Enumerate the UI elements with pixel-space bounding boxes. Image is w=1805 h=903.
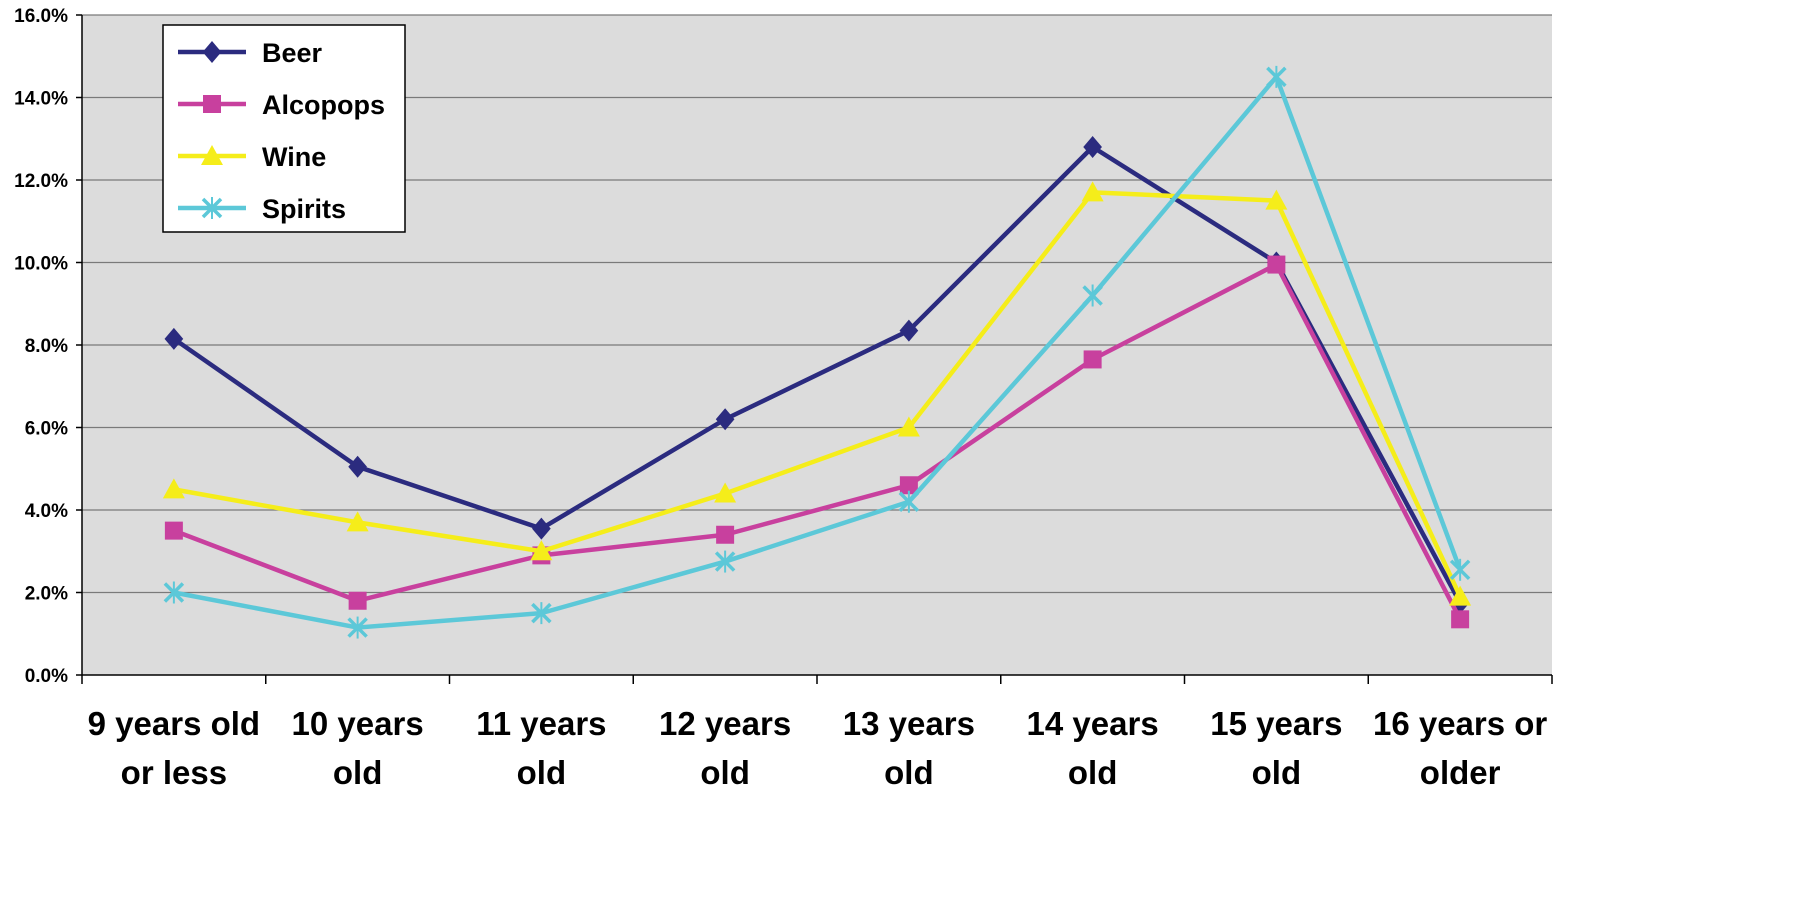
y-tick-label: 8.0%: [25, 336, 68, 357]
y-tick-label: 10.0%: [14, 254, 68, 275]
data-point-x: [201, 197, 223, 219]
series-line: [173, 262, 1463, 621]
legend-entry-beer: Beer: [178, 38, 323, 68]
x-tick-label-line: 11 years: [476, 705, 606, 742]
x-tick-label-line: old: [1068, 754, 1117, 791]
data-point-square: [203, 95, 221, 113]
legend-label: Spirits: [262, 194, 346, 224]
data-point-triangle: [1081, 181, 1104, 202]
x-tick-label: 14 years old: [1027, 705, 1159, 791]
data-point-x: [1266, 65, 1287, 88]
data-point-x: [898, 490, 920, 513]
data-point-square: [1083, 350, 1102, 369]
data-point-square: [899, 476, 918, 495]
y-tick-label: 6.0%: [25, 419, 68, 440]
y-tick-label: 14.0%: [14, 89, 68, 110]
x-tick-label-line: 15 years: [1210, 705, 1342, 742]
legend-box: [162, 24, 406, 233]
legend-entry-spirits: Spirits: [178, 194, 346, 224]
data-point-triangle: [162, 478, 185, 499]
x-tick-label-line: 16 years or: [1373, 705, 1547, 742]
data-point-triangle: [714, 482, 737, 503]
y-tick-label: 4.0%: [25, 501, 68, 522]
series-line: [173, 190, 1463, 598]
series-spirits: [163, 65, 1471, 639]
data-point-x: [347, 616, 368, 639]
x-tick-label: 12 years old: [659, 705, 791, 791]
series-layer: [162, 65, 1472, 639]
data-point-diamond: [1083, 136, 1102, 158]
legend-label: Alcopops: [262, 90, 385, 120]
legend-label: Beer: [262, 38, 323, 68]
data-point-diamond: [715, 408, 735, 431]
data-point-x: [163, 581, 185, 604]
x-tick-label: 9 years old or less: [88, 705, 260, 791]
legend-label: Wine: [262, 142, 326, 172]
x-tick-label-line: or less: [121, 754, 227, 791]
legend-entry-wine: Wine: [178, 142, 326, 172]
series-line: [173, 74, 1463, 630]
series-wine: [162, 181, 1472, 606]
data-point-x: [1449, 558, 1471, 581]
data-point-diamond: [202, 41, 222, 63]
data-point-diamond: [164, 327, 184, 350]
data-point-square: [716, 525, 735, 544]
data-point-triangle: [897, 416, 920, 437]
x-tick-label-line: old: [517, 754, 566, 791]
data-point-diamond: [348, 455, 367, 478]
x-tick-label-line: 13 years: [843, 705, 975, 742]
data-point-triangle: [530, 540, 553, 561]
x-tick-label-line: old: [884, 754, 933, 791]
data-point-triangle: [201, 145, 223, 165]
x-tick-label: 11 years old: [476, 705, 606, 791]
legend: Beer Alcopops Wine Spirits: [162, 24, 406, 233]
data-point-square: [1451, 610, 1470, 629]
x-tick-label: 15 years old: [1210, 705, 1342, 791]
x-tick-label: 10 years old: [292, 705, 424, 791]
y-tick-label: 2.0%: [25, 584, 68, 605]
x-tick-label-line: old: [333, 754, 382, 791]
legend-entry-alcopops: Alcopops: [178, 90, 385, 120]
data-point-triangle: [346, 511, 369, 532]
x-tick-label-line: old: [700, 754, 749, 791]
data-point-square: [1267, 255, 1286, 274]
x-tick-label-line: 12 years: [659, 705, 791, 742]
x-tick-label-line: 14 years: [1027, 705, 1159, 742]
data-point-square: [348, 591, 367, 610]
y-axis: 0.0% 2.0% 4.0% 6.0% 8.0% 10.0% 12.0% 14.0% 16.0%: [14, 6, 83, 687]
x-tick-label: 16 years or older: [1373, 705, 1547, 791]
x-axis: 9 years old or less 10 years old 11 years old…: [81, 674, 1553, 791]
series-line: [172, 144, 1463, 604]
y-tick-label: 16.0%: [14, 6, 68, 27]
x-tick-label-line: old: [1252, 754, 1301, 791]
data-point-x: [1082, 284, 1103, 307]
data-point-triangle: [1265, 189, 1288, 210]
x-tick-label: 13 years old: [843, 705, 975, 791]
data-point-triangle: [1449, 585, 1472, 606]
data-point-diamond: [532, 517, 551, 540]
data-point-diamond: [899, 319, 919, 342]
x-tick-label-line: 10 years: [292, 705, 424, 742]
data-point-x: [714, 550, 736, 573]
x-tick-label-line: older: [1420, 754, 1501, 791]
y-tick-label: 12.0%: [14, 171, 68, 192]
y-tick-label: 0.0%: [25, 666, 68, 687]
data-point-square: [164, 521, 183, 540]
x-tick-label-line: 9 years old: [88, 705, 260, 742]
data-point-x: [531, 602, 552, 625]
